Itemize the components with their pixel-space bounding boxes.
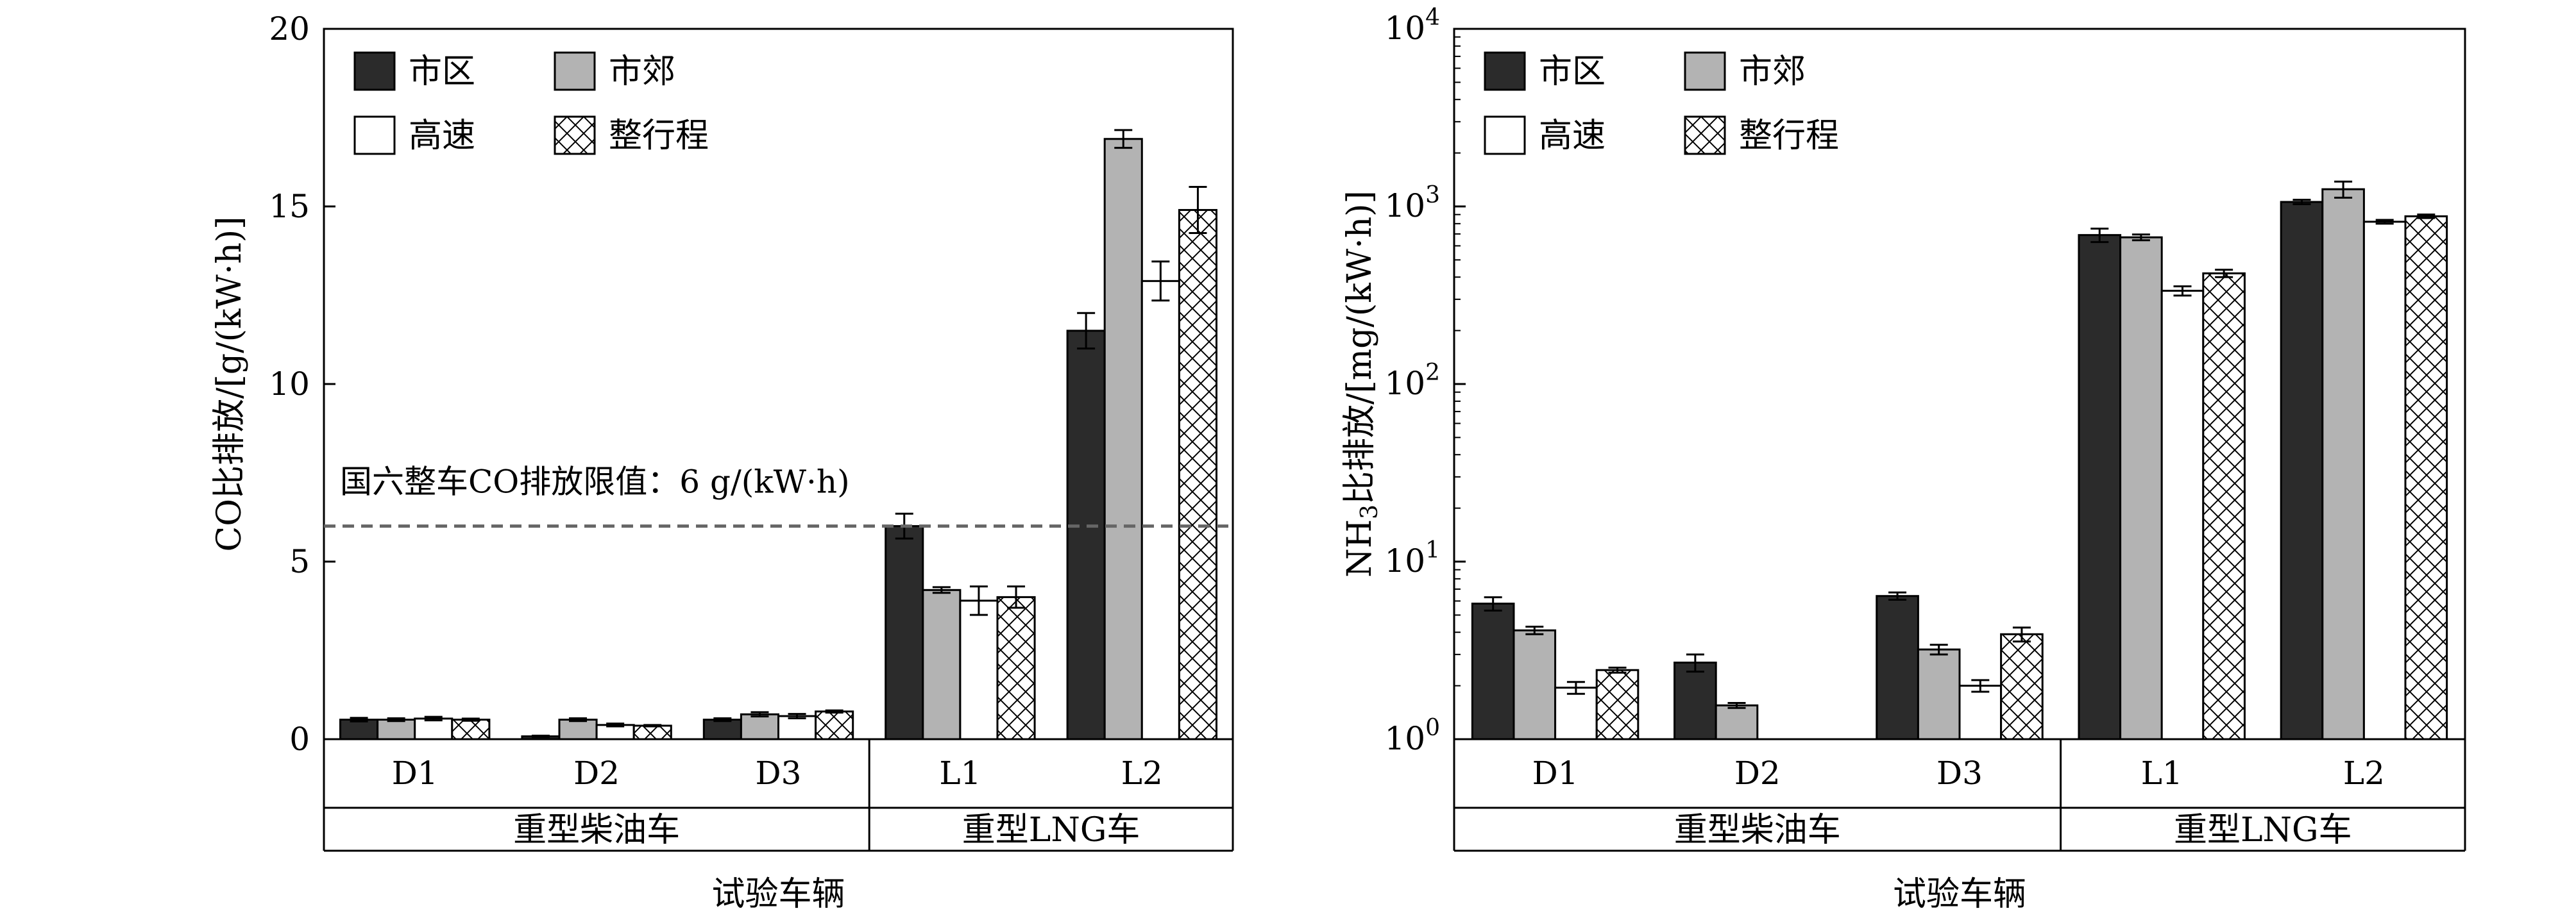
nh3-bar: [2202, 272, 2246, 740]
co-category-label: L1: [939, 755, 981, 792]
co-threshold-label: 国六整车CO排放限值：6 g/(kW·h): [340, 464, 850, 501]
nh3-bar: [2160, 290, 2205, 740]
co-legend-swatch: [353, 115, 396, 155]
nh3-x-axis-title: 试验车辆: [1893, 875, 2026, 911]
co-bar: [1066, 330, 1106, 740]
nh3-bar: [1513, 629, 1557, 740]
co-bar: [632, 724, 672, 740]
nh3-bar: [2119, 236, 2163, 740]
co-bar: [451, 719, 491, 740]
nh3-bar: [1471, 603, 1515, 740]
co-bar: [996, 596, 1036, 740]
nh3-legend-swatch: [1484, 115, 1526, 155]
nh3-bar: [1917, 648, 1961, 740]
nh3-bar: [1595, 669, 1640, 740]
co-y-tick-label: 5: [289, 543, 310, 580]
nh3-bar: [2280, 201, 2324, 740]
co-y-tick-label: 20: [269, 10, 310, 47]
co-group-label: 重型LNG车: [962, 811, 1140, 849]
nh3-legend-swatch: [1484, 51, 1526, 91]
co-legend-swatch: [554, 115, 596, 155]
nh3-bar: [2321, 188, 2365, 740]
co-threshold: 国六整车CO排放限值：6 g/(kW·h): [324, 464, 1233, 528]
nh3-category-label: D1: [1532, 755, 1579, 792]
nh3-legend-label: 整行程: [1739, 117, 1839, 155]
nh3-ylabel-main: NH: [1341, 519, 1379, 578]
nh3-y-tick-label: 101: [1384, 537, 1440, 580]
co-category-label: D1: [392, 755, 438, 792]
co-category-label: D3: [756, 755, 802, 792]
nh3-legend-label: 高速: [1539, 117, 1606, 155]
nh3-category-label: D2: [1734, 755, 1781, 792]
co-bar: [922, 589, 962, 740]
co-bar: [339, 719, 379, 740]
nh3-category-label: D3: [1936, 755, 1983, 792]
nh3-bar: [2000, 633, 2044, 740]
nh3-legend-swatch: [1684, 115, 1726, 155]
co-bar: [959, 599, 999, 740]
nh3-y-tick-label: 104: [1384, 4, 1440, 47]
co-bar: [1178, 209, 1217, 740]
co-group-label: 重型柴油车: [513, 811, 680, 849]
co-y-tick-label: 15: [269, 188, 310, 225]
nh3-legend-label: 市区: [1539, 53, 1606, 91]
co-bar: [740, 713, 779, 740]
co-legend-swatch: [353, 51, 396, 91]
nh3-ylabel-rest: 比排放/[mg/(kW·h)]: [1341, 190, 1379, 505]
co-bar: [885, 525, 924, 740]
nh3-bar: [1715, 704, 1759, 740]
co-legend-swatch: [554, 51, 596, 91]
co-bar: [815, 710, 854, 740]
co-bar: [377, 719, 416, 740]
co-y-tick-label: 0: [289, 721, 310, 758]
nh3-bar: [2362, 221, 2407, 740]
nh3-category-label: L2: [2343, 755, 2385, 792]
nh3-bar: [1674, 662, 1717, 740]
panel-nh3: 100101102103104D1 D2 D3 L1 L2重型柴油车 重型LNG车 市区市…: [1341, 4, 2466, 911]
co-bar: [558, 719, 598, 740]
nh3-bar: [1958, 685, 2003, 740]
nh3-y-axis-title: NH3比排放/[mg/(kW·h)]: [1341, 190, 1383, 578]
co-legend-label: 市郊: [609, 53, 675, 91]
panel-co: 0 5 10 15 20 D1 D2 D3 L1 L2 重型柴油车 重型LNG车 国六整车CO排放限值…: [210, 10, 1234, 911]
co-category-label: L2: [1121, 755, 1163, 792]
co-legend-label: 高速: [409, 117, 475, 155]
co-y-tick-label: 10: [269, 365, 310, 403]
co-plot-area: 0 5 10 15 20 D1 D2 D3 L1 L2 重型柴油车 重型LNG车: [269, 10, 1234, 852]
co-x-axis-title: 试验车辆: [711, 875, 845, 911]
nh3-ylabel-sub: 3: [1357, 505, 1383, 519]
nh3-category-label: L1: [2141, 755, 2183, 792]
co-y-axis-title: CO比排放/[g/(kW·h)]: [210, 217, 249, 552]
nh3-plot-area: 100 101 102 103 104 D1 D2 D3 L1 L2 重型柴油车 重型LNG车: [1384, 4, 2466, 852]
co-bar: [1103, 138, 1143, 740]
nh3-legend-label: 市郊: [1739, 53, 1806, 91]
co-bar: [1140, 280, 1180, 740]
co-legend-label: 市区: [409, 53, 475, 91]
nh3-group-label: 重型LNG车: [2174, 811, 2352, 849]
nh3-y-tick-label: 100: [1384, 715, 1440, 757]
co-bar: [777, 715, 817, 740]
nh3-bar: [2404, 215, 2448, 740]
nh3-group-label: 重型柴油车: [1674, 811, 1841, 849]
nh3-y-tick-label: 103: [1384, 182, 1440, 224]
co-legend-label: 整行程: [609, 117, 709, 155]
nh3-bar: [1876, 595, 1919, 740]
nh3-y-tick-label: 102: [1384, 360, 1440, 402]
co-bar: [414, 717, 453, 740]
nh3-bar: [2078, 234, 2122, 740]
co-category-label: D2: [573, 755, 620, 792]
co-bar: [702, 719, 742, 740]
nh3-bar: [1554, 687, 1598, 740]
nh3-legend-swatch: [1684, 51, 1726, 91]
